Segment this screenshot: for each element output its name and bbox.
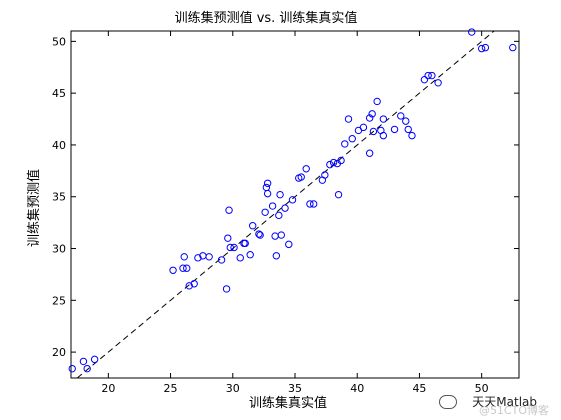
data-point <box>329 158 338 167</box>
data-point <box>180 253 188 261</box>
data-point <box>230 243 238 252</box>
data-point <box>272 252 281 260</box>
y-tick-label: 25 <box>52 294 66 307</box>
data-point <box>428 71 436 80</box>
data-point <box>420 75 429 84</box>
data-point <box>402 117 410 125</box>
y-tick-label: 50 <box>52 35 66 48</box>
data-point <box>309 200 318 208</box>
data-point <box>224 234 232 242</box>
data-point <box>79 357 88 366</box>
data-point <box>373 97 381 106</box>
data-point <box>222 285 231 293</box>
x-tick-label: 45 <box>412 382 426 395</box>
watermark-text: 天天Matlab <box>472 395 537 409</box>
data-point <box>368 110 376 118</box>
data-point <box>281 204 289 212</box>
y-axis-label: 训练集预测值 <box>26 169 42 247</box>
x-tick-label: 35 <box>288 382 302 395</box>
data-point <box>183 264 191 272</box>
data-point <box>217 256 226 264</box>
data-point <box>408 131 416 140</box>
data-point <box>83 364 91 373</box>
data-point <box>468 28 476 36</box>
chart-title: 训练集预测值 vs. 训练集真实值 <box>175 10 358 26</box>
x-tick-label: 40 <box>350 382 364 395</box>
data-point <box>236 254 244 262</box>
x-tick-label: 30 <box>226 382 240 395</box>
data-point <box>337 156 345 165</box>
data-point <box>255 230 263 238</box>
data-point <box>225 206 233 214</box>
data-point <box>263 189 272 198</box>
data-point <box>297 173 305 181</box>
data-point <box>509 43 517 52</box>
data-point <box>276 190 284 199</box>
data-point <box>261 208 269 216</box>
y-tick-label: 35 <box>52 191 66 204</box>
data-point <box>90 355 99 364</box>
data-point <box>277 231 286 239</box>
wechat-icon <box>439 395 457 409</box>
data-point <box>285 240 293 249</box>
data-point <box>477 44 486 53</box>
data-point <box>169 266 177 274</box>
data-point <box>348 135 356 143</box>
data-point <box>341 140 349 148</box>
data-point <box>302 165 310 173</box>
watermark-subtext: @51CTO博客 <box>478 404 549 417</box>
x-axis-label: 训练集真实值 <box>249 395 327 411</box>
data-point <box>344 115 353 123</box>
x-tick-label: 25 <box>164 382 178 395</box>
data-point <box>185 282 193 290</box>
y-tick-label: 40 <box>52 139 66 152</box>
data-point <box>256 231 264 239</box>
data-point <box>268 202 277 210</box>
data-point <box>481 43 490 52</box>
data-point <box>434 79 442 87</box>
x-tick-label: 50 <box>475 382 489 395</box>
y-tick-label: 30 <box>52 243 66 256</box>
plot-area: 20 25 30 35 40 45 50 20 25 30 35 40 45 50 <box>52 28 520 395</box>
y-tick-label: 20 <box>52 346 66 359</box>
data-point <box>424 71 432 80</box>
data-point <box>397 112 405 120</box>
data-point <box>365 149 374 157</box>
data-point <box>306 200 314 208</box>
y-tick-label: 45 <box>52 87 66 100</box>
data-point <box>359 123 368 132</box>
x-tick-label: 20 <box>101 382 115 395</box>
data-point <box>179 264 187 272</box>
data-point <box>379 115 388 123</box>
data-point <box>194 254 202 262</box>
data-point <box>226 243 234 252</box>
data-point <box>379 131 388 140</box>
data-point <box>334 190 343 199</box>
data-point <box>404 125 412 134</box>
data-point <box>275 211 283 220</box>
data-point <box>248 222 257 230</box>
data-point <box>326 160 334 169</box>
data-point <box>321 171 329 179</box>
data-point <box>205 253 213 261</box>
data-point <box>369 127 378 136</box>
data-point <box>246 251 254 259</box>
data-point <box>365 114 374 122</box>
data-point <box>288 196 297 204</box>
data-point <box>390 125 399 134</box>
data-point <box>190 280 198 288</box>
plot-frame <box>70 30 520 379</box>
data-point <box>241 239 249 248</box>
data-point <box>263 179 272 187</box>
data-point <box>68 364 76 373</box>
